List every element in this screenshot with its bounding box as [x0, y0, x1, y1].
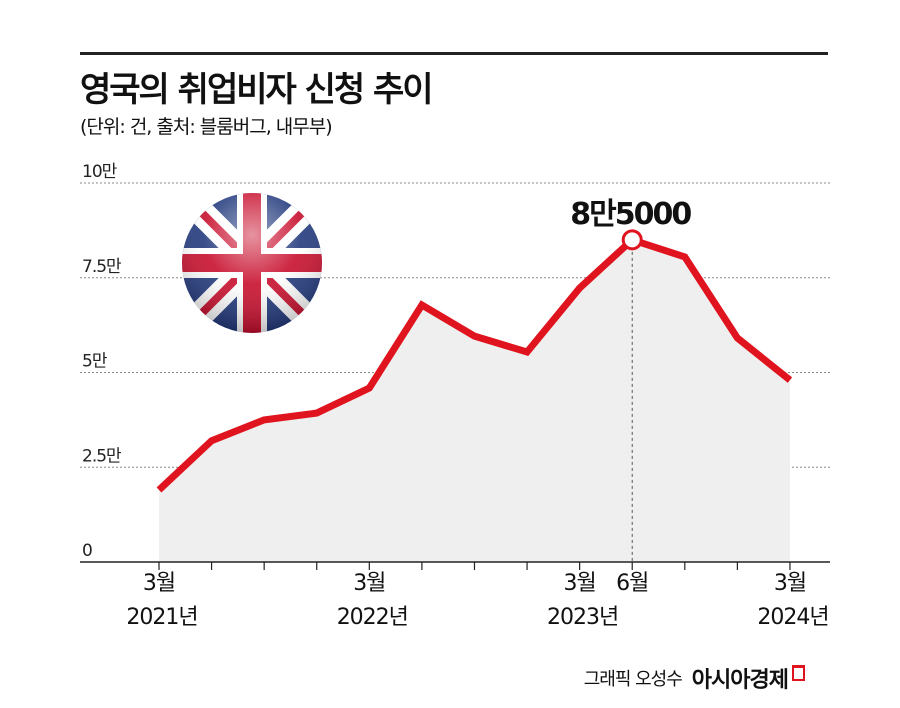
- peak-label: 8만5000: [570, 197, 691, 232]
- y-tick-label: 0: [82, 541, 92, 561]
- brand-logo: 아시아경제: [691, 668, 789, 693]
- y-tick-label: 2.5만: [82, 446, 122, 466]
- x-tick-month: 3월: [564, 571, 596, 596]
- uk-flag-icon: [182, 193, 322, 333]
- graphic-credit: 그래픽 오성수: [583, 669, 683, 690]
- x-tick-month: 6월: [616, 571, 648, 596]
- brand-mark-icon: [792, 665, 805, 681]
- y-tick-label: 10만: [82, 162, 118, 182]
- x-tick-year: 2022년: [337, 605, 408, 630]
- credit: 그래픽 오성수 아시아경제: [584, 662, 805, 694]
- y-tick-label: 7.5만: [82, 257, 122, 277]
- x-tick-year: 2024년: [757, 605, 828, 630]
- y-tick-label: 5만: [82, 352, 108, 372]
- chart-title: 영국의 취업비자 신청 추이: [80, 70, 434, 110]
- x-tick-month: 3월: [143, 571, 175, 596]
- chart-subtitle: (단위: 건, 출처: 블룸버그, 내무부): [80, 116, 333, 138]
- x-tick-year: 2023년: [547, 605, 618, 630]
- title-rule: [80, 52, 828, 55]
- x-tick-month: 3월: [774, 571, 806, 596]
- x-tick-year: 2021년: [126, 605, 197, 630]
- peak-marker: [621, 229, 643, 251]
- x-tick-month: 3월: [353, 571, 385, 596]
